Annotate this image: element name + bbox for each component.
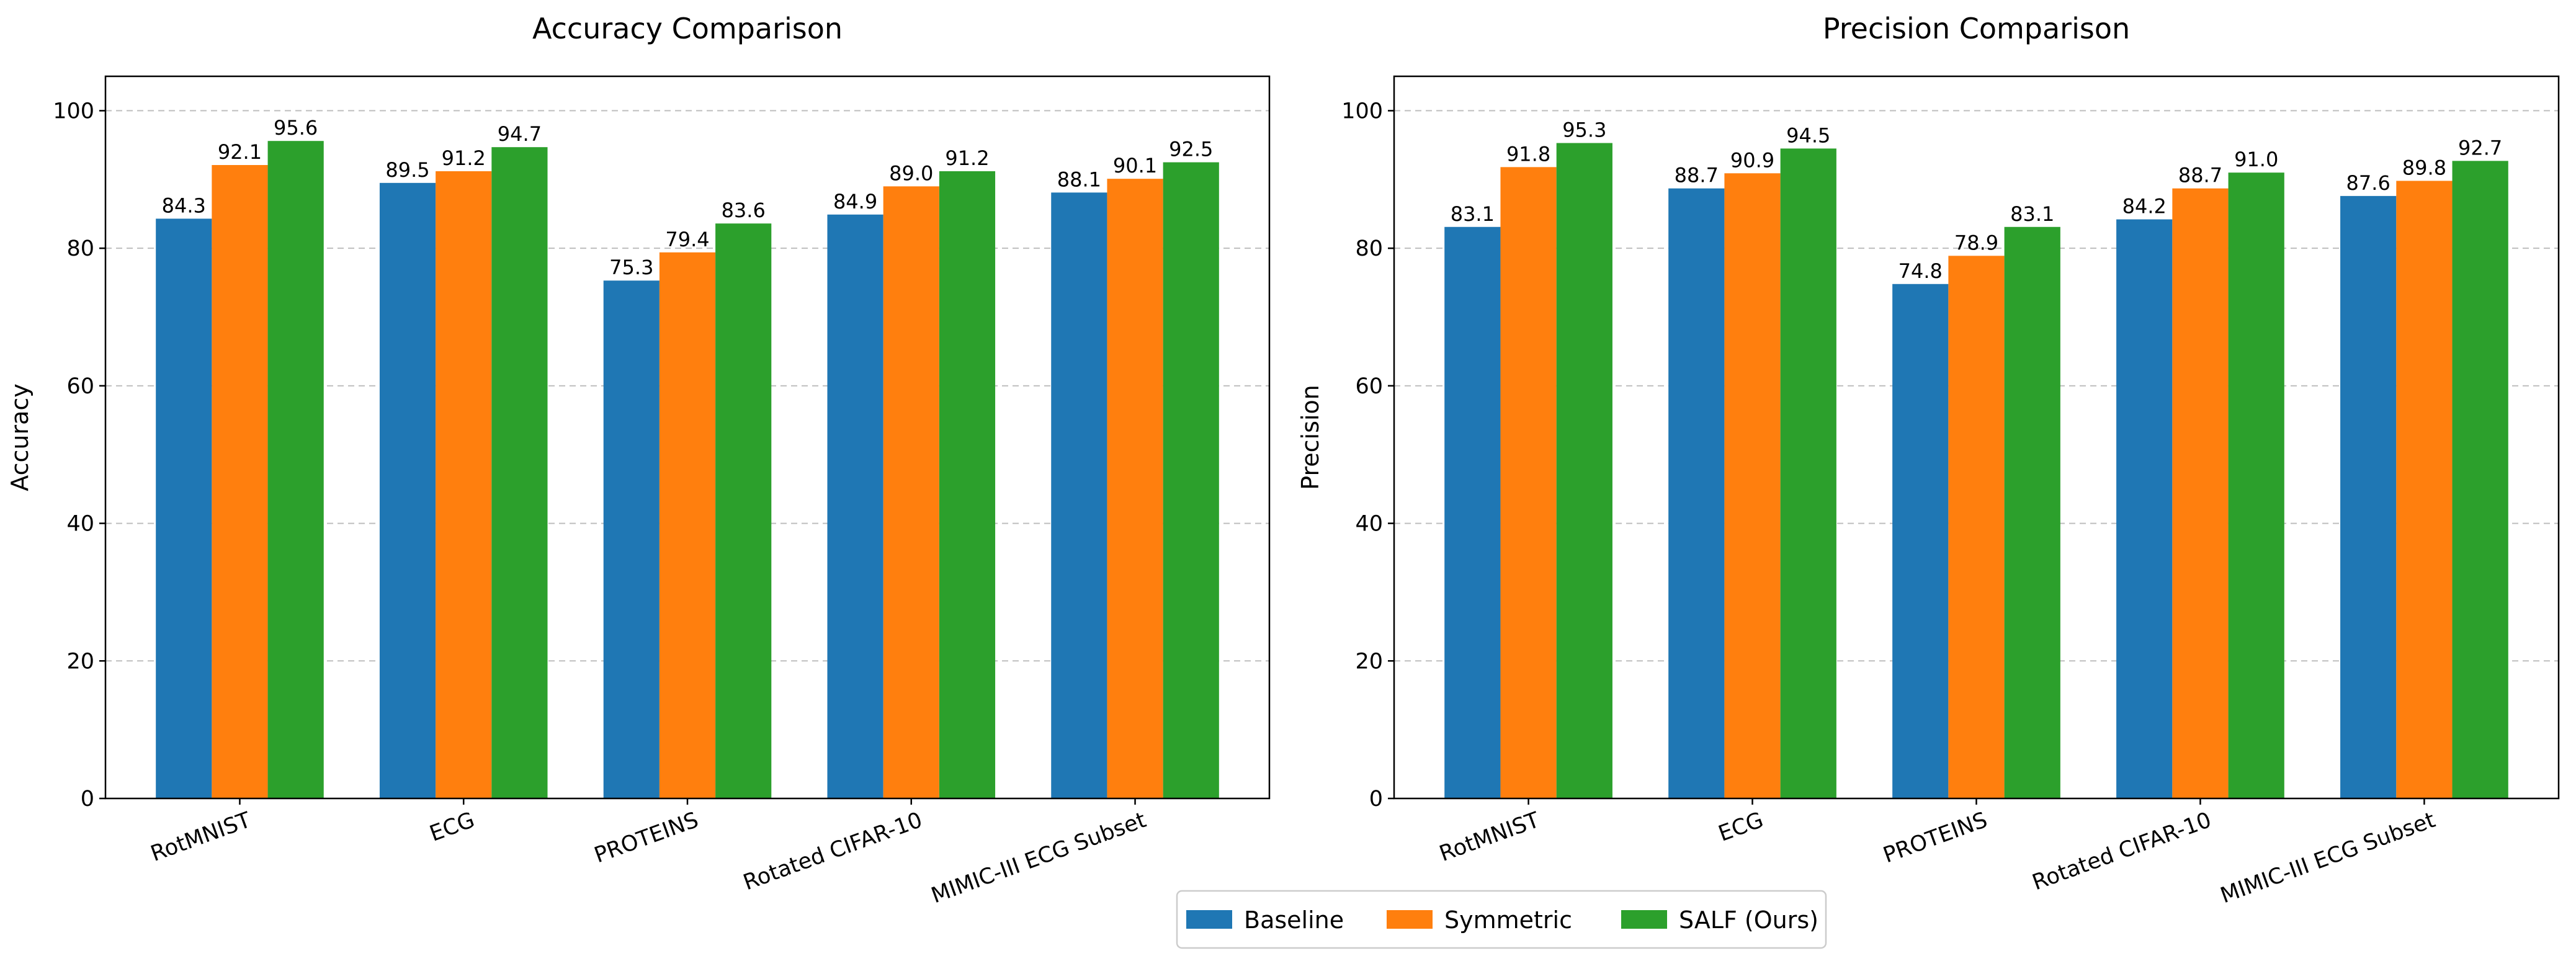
accuracy-bar-value-label: 92.1 [218,140,262,164]
precision-bar-value-label: 89.8 [2402,156,2446,180]
accuracy-y-tick-label: 20 [66,649,94,674]
accuracy-bar-value-label: 94.7 [498,122,542,146]
accuracy-bar-value-label: 90.1 [1113,154,1157,177]
precision-bar-baseline-proteins [1892,284,1949,798]
precision-bar-value-label: 90.9 [1730,148,1774,172]
precision-bar-salf-ours-ecg [1780,148,1836,798]
accuracy-bar-baseline-rotmnist [156,218,212,799]
precision-bar-baseline-rotated-cifar-10 [2116,219,2173,798]
accuracy-x-tick-label-mimic-iii-ecg-subset: MIMIC-III ECG Subset [928,808,1150,908]
precision-bar-salf-ours-proteins [2004,226,2060,799]
precision-bar-salf-ours-rotated-cifar-10 [2228,172,2284,798]
accuracy-bar-salf-ours-proteins [715,223,772,799]
legend: Baseline Symmetric SALF (Ours) [1176,890,1827,949]
precision-x-tick-label-rotated-cifar-10: Rotated CIFAR-10 [2029,808,2215,895]
precision-bar-value-label: 94.5 [1786,123,1830,147]
accuracy-bar-salf-ours-mimic-iii-ecg-subset [1163,162,1219,799]
accuracy-bar-value-label: 79.4 [665,228,709,251]
precision-x-tick-label-mimic-iii-ecg-subset: MIMIC-III ECG Subset [2217,808,2439,908]
accuracy-bar-baseline-rotated-cifar-10 [827,214,883,798]
accuracy-bar-value-label: 88.1 [1057,168,1101,191]
precision-bar-symmetric-ecg [1724,173,1781,798]
accuracy-y-tick-label: 60 [66,374,94,399]
accuracy-bar-baseline-mimic-iii-ecg-subset [1051,192,1107,798]
precision-bar-value-label: 95.3 [1562,118,1606,142]
accuracy-bar-baseline-proteins [603,280,660,798]
accuracy-y-tick-label: 0 [81,787,94,811]
accuracy-bar-symmetric-proteins [659,252,716,798]
accuracy-x-tick-label-rotated-cifar-10: Rotated CIFAR-10 [740,808,926,895]
precision-x-tick-label-rotmnist: RotMNIST [1436,808,1543,867]
precision-y-tick-label: 20 [1355,649,1383,674]
accuracy-y-tick-label: 100 [53,99,94,123]
precision-bar-symmetric-proteins [1948,256,2005,798]
precision-y-tick-label: 60 [1355,374,1383,399]
accuracy-bar-symmetric-rotated-cifar-10 [883,186,939,798]
accuracy-bar-value-label: 89.5 [385,158,429,182]
precision-bar-value-label: 87.6 [2346,171,2390,195]
accuracy-bar-value-label: 91.2 [945,146,989,170]
legend-label-symmetric: Symmetric [1444,906,1572,934]
legend-box [1176,890,1827,949]
precision-x-tick-label-proteins: PROTEINS [1880,808,1990,869]
precision-chart: 83.1 88.7 74.8 84.2 87.6 91.8 90.9 78.9 88.7 89.8… [1297,12,2560,908]
accuracy-bar-salf-ours-rotated-cifar-10 [939,171,996,798]
precision-bar-baseline-mimic-iii-ecg-subset [2340,195,2397,798]
accuracy-bar-value-label: 92.5 [1169,138,1213,161]
accuracy-bar-value-label: 75.3 [609,256,653,279]
precision-bar-symmetric-mimic-iii-ecg-subset [2396,181,2453,798]
precision-bar-salf-ours-rotmnist [1556,143,1612,798]
accuracy-bar-symmetric-rotmnist [212,165,268,798]
precision-bar-value-label: 84.2 [2122,195,2167,218]
accuracy-x-tick-label-rotmnist: RotMNIST [148,808,254,867]
precision-bar-value-label: 83.1 [1451,202,1495,226]
accuracy-x-tick-label-ecg: ECG [426,808,478,847]
precision-bar-value-label: 88.7 [1675,164,1719,187]
accuracy-bar-value-label: 95.6 [274,116,318,140]
precision-y-tick-label: 0 [1369,787,1383,811]
precision-y-tick-label: 100 [1341,99,1383,123]
legend-swatch-salf-ours [1621,910,1667,929]
precision-y-axis-label: Precision [1297,385,1324,490]
accuracy-bar-symmetric-mimic-iii-ecg-subset [1107,179,1163,799]
precision-bar-value-label: 78.9 [1954,231,1998,254]
precision-bar-value-label: 88.7 [2178,164,2222,187]
accuracy-bar-value-label: 84.9 [833,190,877,213]
precision-bar-value-label: 91.8 [1506,142,1550,166]
accuracy-chart: 84.3 89.5 75.3 84.9 88.1 92.1 91.2 79.4 89.0 90.1… [6,12,1271,908]
precision-bar-baseline-rotmnist [1444,226,1501,799]
legend-label-baseline: Baseline [1244,906,1344,934]
legend-swatch-symmetric [1387,910,1433,929]
accuracy-y-tick-label: 80 [66,236,94,261]
accuracy-y-axis-label: Accuracy [6,383,34,491]
accuracy-chart-title: Accuracy Comparison [532,12,843,45]
accuracy-bar-salf-ours-ecg [491,147,548,798]
precision-bar-baseline-ecg [1668,188,1725,798]
precision-x-tick-label-ecg: ECG [1715,808,1767,847]
legend-label-salf-ours: SALF (Ours) [1679,906,1818,934]
accuracy-y-tick-label: 40 [66,512,94,537]
precision-bar-value-label: 91.0 [2234,148,2278,171]
accuracy-bar-baseline-ecg [379,182,436,798]
accuracy-bar-value-label: 89.0 [889,161,933,185]
legend-swatch-baseline [1186,910,1232,929]
precision-y-tick-label: 80 [1355,236,1383,261]
accuracy-bar-salf-ours-rotmnist [267,141,324,799]
precision-bar-symmetric-rotmnist [1500,167,1557,798]
accuracy-bar-value-label: 91.2 [442,146,486,170]
accuracy-x-tick-label-proteins: PROTEINS [591,808,702,869]
precision-bar-salf-ours-mimic-iii-ecg-subset [2452,161,2508,799]
precision-y-tick-label: 40 [1355,512,1383,537]
precision-bar-value-label: 83.1 [2010,202,2054,226]
accuracy-bar-symmetric-ecg [436,171,492,798]
precision-chart-title: Precision Comparison [1823,12,2130,45]
precision-bar-symmetric-rotated-cifar-10 [2172,188,2229,798]
accuracy-bar-value-label: 83.6 [722,199,766,222]
precision-bar-value-label: 92.7 [2458,136,2502,159]
accuracy-bar-value-label: 84.3 [162,194,206,217]
precision-bar-value-label: 74.8 [1898,259,1943,283]
